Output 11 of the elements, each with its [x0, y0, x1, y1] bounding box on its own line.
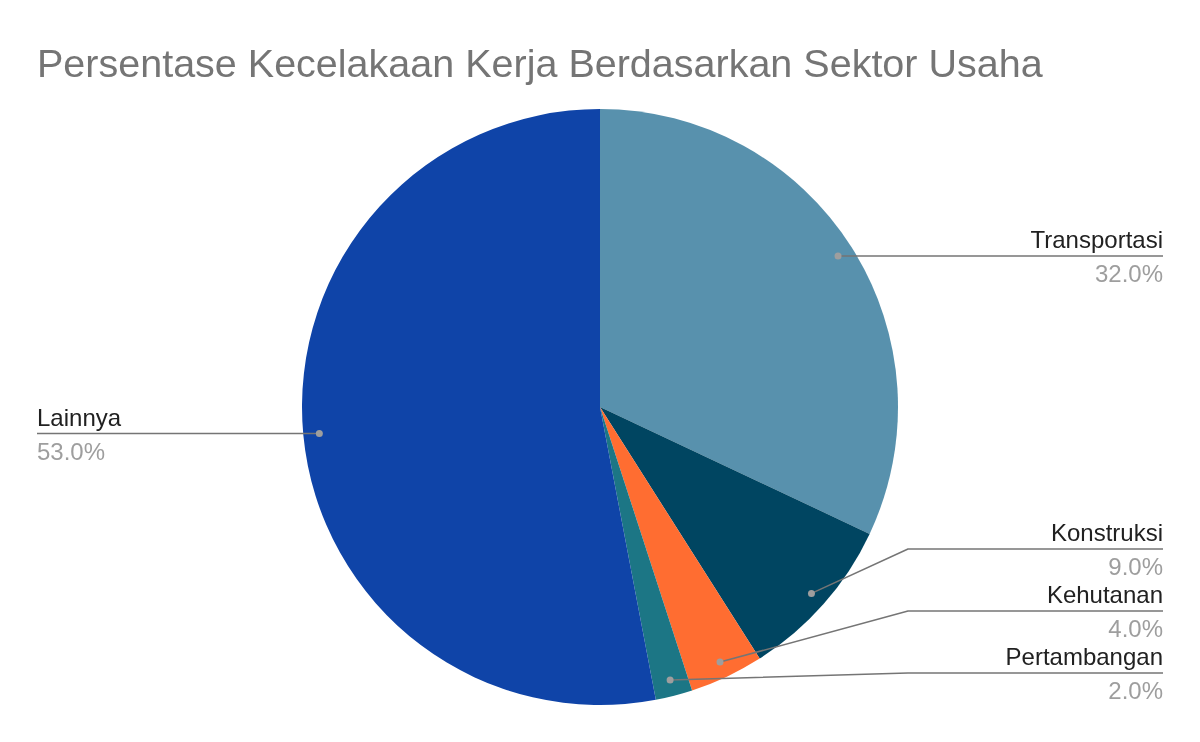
slice-label: Pertambangan — [1005, 643, 1163, 670]
slice-label: Kehutanan — [1046, 581, 1163, 608]
slice-label: Transportasi — [1030, 225, 1163, 253]
data-label: 53.0% — [37, 437, 106, 465]
slice-label: Lainnya — [37, 403, 122, 431]
chart-title: Persentase Kecelakaan Kerja Berdasarkan Sektor Usaha — [37, 41, 1043, 85]
data-label: 9.0% — [1108, 553, 1163, 580]
data-label: 2.0% — [1108, 677, 1163, 704]
data-label: 32.0% — [1094, 259, 1163, 287]
data-label: 4.0% — [1108, 615, 1163, 642]
slice-label: Konstruksi — [1050, 519, 1163, 546]
